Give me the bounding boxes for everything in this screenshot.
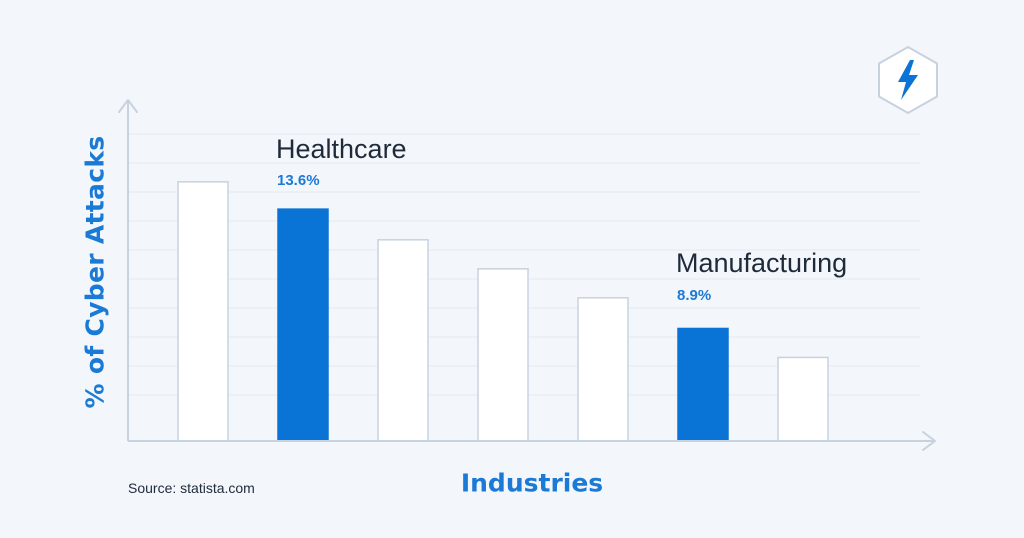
bar xyxy=(577,297,629,442)
source-note: Source: statista.com xyxy=(128,480,255,496)
bar xyxy=(477,268,529,442)
bar-highlighted xyxy=(677,327,729,442)
bar xyxy=(377,239,429,442)
y-axis-label: % of Cyber Attacks xyxy=(80,135,110,409)
annotation-manufacturing-value: 8.9% xyxy=(677,287,712,304)
x-axis-label: Industries xyxy=(460,468,604,498)
y-axis xyxy=(118,99,138,441)
bar xyxy=(777,356,829,442)
bar-highlighted xyxy=(277,208,329,442)
lightning-bolt-icon xyxy=(878,45,938,115)
x-axis xyxy=(128,431,936,451)
annotation-healthcare-label: Healthcare xyxy=(276,134,407,164)
bar xyxy=(177,181,229,442)
annotation-manufacturing-label: Manufacturing xyxy=(676,248,848,278)
annotation-healthcare-value: 13.6% xyxy=(277,172,320,189)
